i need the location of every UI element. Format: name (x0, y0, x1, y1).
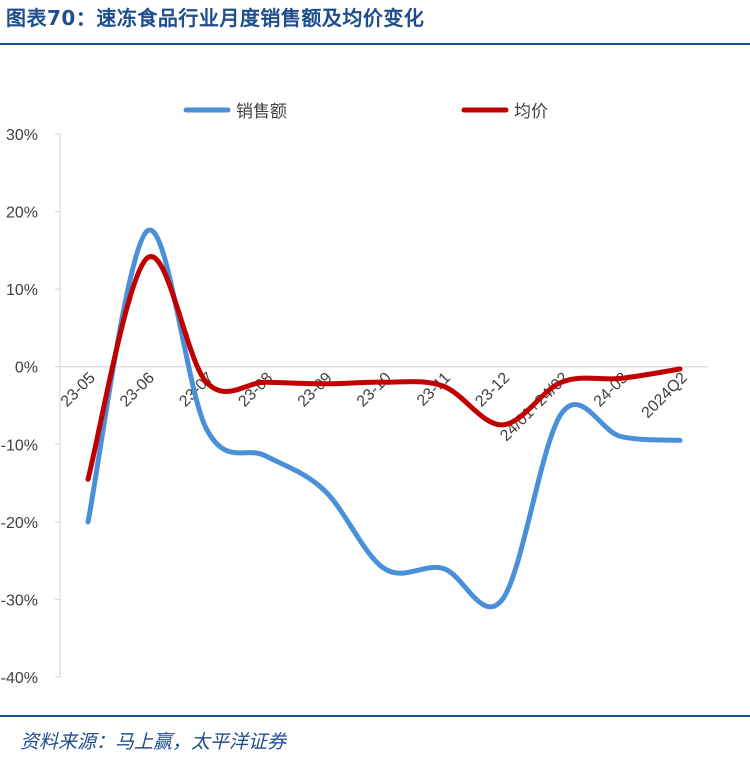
title-rule (0, 43, 750, 45)
data-point (678, 367, 683, 372)
y-tick-label: 10% (6, 282, 38, 299)
x-tick-label: 23-09 (295, 369, 336, 410)
data-point (86, 519, 91, 524)
legend-label: 销售额 (236, 102, 287, 122)
y-tick-label: -20% (1, 515, 38, 532)
data-point (559, 380, 564, 385)
source-rule (0, 715, 750, 717)
data-point (618, 434, 623, 439)
data-point (500, 597, 505, 602)
x-tick-label: 23-10 (354, 369, 395, 410)
plot-area (85, 227, 683, 610)
data-point (204, 380, 209, 385)
y-tick-label: 30% (6, 127, 38, 144)
series-line-1 (85, 227, 683, 610)
x-tick-label: 23-05 (58, 369, 99, 410)
y-tick-label: -40% (1, 670, 38, 687)
source-note: 资料来源：马上赢，太平洋证券 (20, 731, 287, 753)
data-point (145, 228, 150, 233)
data-point (678, 438, 683, 443)
x-tick-label: 2024Q2 (639, 369, 691, 421)
data-point (382, 566, 387, 571)
y-tick-label: -30% (1, 592, 38, 609)
series-line-2 (85, 254, 683, 482)
data-point (441, 384, 446, 389)
data-point (500, 422, 505, 427)
data-point (559, 411, 564, 416)
data-point (86, 477, 91, 482)
data-point (145, 256, 150, 261)
y-tick-label: 20% (6, 205, 38, 222)
y-axis: 30% 20% 10% 0% -10% -20% -30% -40% (1, 127, 61, 687)
y-tick-label: 0% (15, 360, 38, 377)
x-tick-label: 23-06 (117, 369, 158, 410)
data-point (441, 566, 446, 571)
legend: 销售额 均价 (183, 102, 548, 122)
data-point (322, 381, 327, 386)
data-point (263, 453, 268, 458)
data-point (263, 380, 268, 385)
data-point (322, 488, 327, 493)
data-point (618, 376, 623, 381)
data-point (382, 380, 387, 385)
x-tick-label: 23-12 (472, 369, 513, 410)
figure-title: 图表70：速冻食品行业月度销售额及均价变化 (6, 6, 425, 30)
y-tick-label: -10% (1, 437, 38, 454)
legend-label: 均价 (514, 102, 548, 122)
data-point (204, 426, 209, 431)
